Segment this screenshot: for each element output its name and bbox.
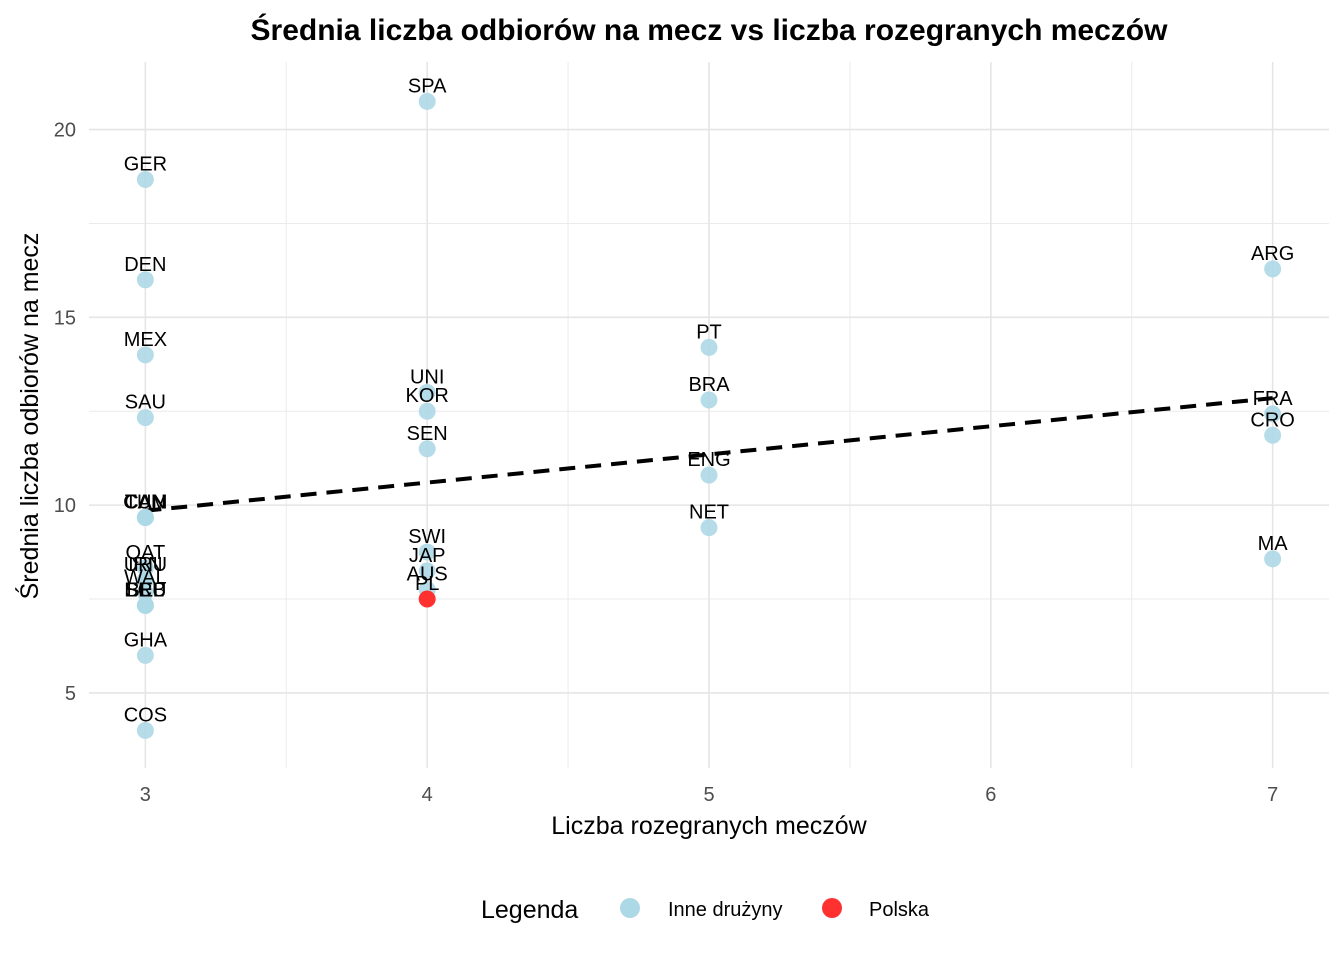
x-tick-label: 4 [422,784,433,806]
point-uru [136,571,154,589]
point-label-qat: QAT [126,542,166,564]
x-tick-label: 5 [703,784,714,806]
point-label-cro: CRO [1250,409,1294,431]
trend-line [145,396,1273,513]
point-mex [136,346,154,364]
point-qat [136,559,154,577]
y-tick-label: 10 [54,495,76,517]
x-tick-label: 7 [1267,784,1278,806]
point-gha [136,646,154,664]
point-label-tun: TUN [125,492,166,514]
point-label-gha: GHA [124,629,168,651]
point-ger [136,171,154,189]
x-tick-label: 3 [140,784,151,806]
points-layer [136,92,1282,739]
point-label-mex: MEX [124,329,167,351]
point-bel [136,596,154,614]
point-label-srb: SRB [125,579,166,601]
point-jap [418,562,436,580]
y-tick-label: 5 [65,683,76,705]
point-label-can: CAN [124,492,166,514]
point-label-wal: WAL [124,567,167,589]
legend-key-polska [822,898,842,918]
x-axis-title: Liczba rozegranych meczów [551,812,867,840]
legend-label-polska: Polska [869,899,930,921]
point-label-spa: SPA [408,75,447,97]
point-label-arg: ARG [1251,243,1294,265]
y-axis-title: Średnia liczba odbiorów na mecz [14,233,44,600]
point-den [136,271,154,289]
point-fra [1264,405,1282,423]
point-label-pl: PL [415,573,439,595]
y-tick-label: 15 [54,307,76,329]
point-label-net: NET [689,502,729,524]
point-kor [418,402,436,420]
point-label-swi: SWI [408,526,446,548]
legend-key-inne [620,898,640,918]
point-label-ma: MA [1258,533,1289,555]
legend: Legenda Inne drużyny Polska [481,896,930,924]
point-label-aus: AUS [407,564,448,586]
point-net [700,519,718,537]
x-tick-label: 6 [985,784,996,806]
ticks-layer: 3 4 5 6 7 5 10 15 20 [54,120,1278,806]
point-label-pt: PT [696,321,722,343]
point-label-cam: CAM [123,492,167,514]
point-swi [418,543,436,561]
point-cro [1264,426,1282,444]
point-label-eng: ENG [687,449,730,471]
point-cam [136,509,154,527]
point-label-uni: UNI [410,366,444,388]
point-sen [418,440,436,458]
point-label-sen: SEN [407,423,448,445]
point-label-jap: JAP [409,545,446,567]
legend-label-inne: Inne drużyny [668,899,783,921]
point-pl [418,590,436,608]
legend-title: Legenda [481,896,578,924]
point-label-uru: URU [124,554,167,576]
point-pt [700,338,718,356]
point-labels-layer: GERDENMEXSAUCANTUNCAMQATIRNURUWALECUSRBB… [123,75,1295,726]
point-label-ger: GER [124,154,167,176]
point-label-bel: BEL [126,579,164,601]
trend-layer [145,396,1273,513]
point-sau [136,409,154,427]
point-wal [136,584,154,602]
point-label-irn: IRN [128,554,162,576]
y-tick-label: 20 [54,120,76,142]
point-cos [136,721,154,739]
point-uni [418,383,436,401]
point-label-fra: FRA [1253,388,1294,410]
point-arg [1264,260,1282,278]
point-ma [1264,550,1282,568]
point-label-cos: COS [124,704,167,726]
point-label-kor: KOR [406,385,449,407]
point-label-den: DEN [124,254,166,276]
point-bra [700,391,718,409]
grid [89,62,1329,768]
chart-title: Średnia liczba odbiorów na mecz vs liczb… [251,13,1169,47]
point-label-ecu: ECU [124,579,166,601]
point-label-bra: BRA [688,374,730,396]
point-eng [700,466,718,484]
point-label-sau: SAU [125,392,166,414]
point-spa [418,92,436,110]
